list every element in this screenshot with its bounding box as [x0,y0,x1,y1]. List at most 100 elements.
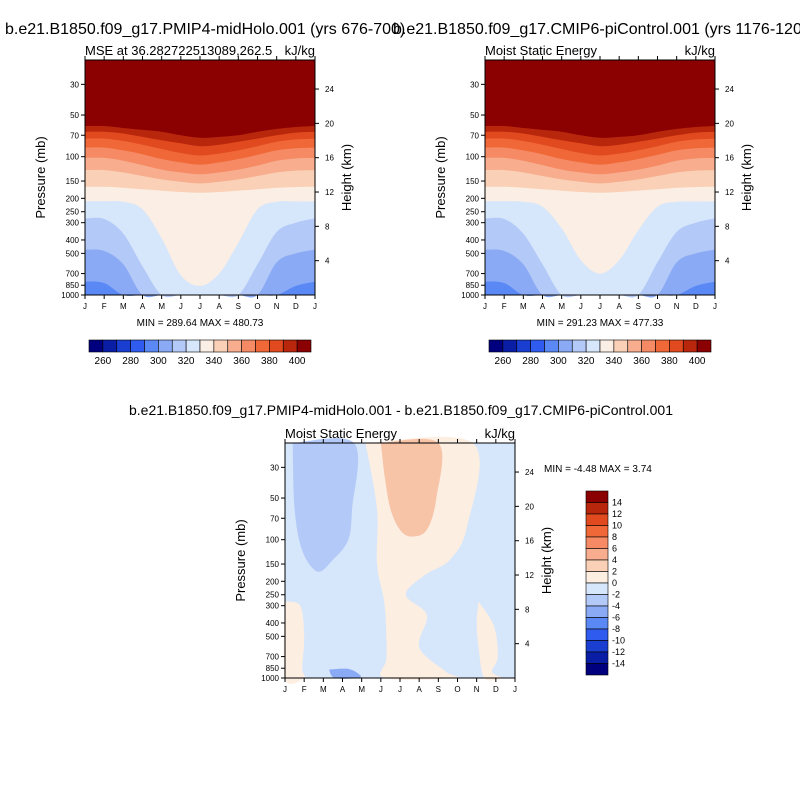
y-tick-label: 150 [266,560,280,569]
y-right-axis-label: Height (km) [539,527,554,594]
colorbar-swatch [585,490,609,503]
y-right-tick-label: 4 [525,640,530,649]
y-tick-label: 500 [266,632,280,641]
min-max-text: MIN = 289.64 MAX = 480.73 [137,318,264,329]
x-tick-label: J [179,302,183,311]
colorbar-swatch [558,339,573,353]
colorbar-swatch [227,339,242,353]
colorbar-swatch [269,339,284,353]
y-tick-label: 70 [70,131,79,140]
colorbar-swatch [158,339,173,353]
contour-plot-difference: J F M A M J J A S O N D J 30 50 70 100 150 200 250 300 400 500… [233,436,554,694]
panel-title: b.e21.B1850.f09_g17.PMIP4-midHolo.001 (y… [5,21,405,38]
panel-picontrol: b.e21.B1850.f09_g17.CMIP6-piControl.001 … [393,21,800,367]
y-axis-label: Pressure (mb) [33,136,48,218]
x-tick-label: S [236,302,241,311]
colorbar-picontrol: 260 280 300 320 340 360 380 400 [488,339,712,367]
colorbar-swatch [102,339,118,353]
y-right-tick-label: 12 [525,571,534,580]
colorbar-swatch [144,339,159,353]
colorbar-swatch [199,339,215,353]
y-right-axis-label: Height (km) [739,144,754,211]
colorbar-swatch [585,548,609,561]
y-tick-label: 700 [266,653,280,662]
colorbar-swatch [530,339,545,353]
x-tick-label: N [674,302,680,311]
x-tick-label: O [254,302,260,311]
y-tick-label: 1000 [461,291,479,300]
y-tick-label: 400 [266,619,280,628]
colorbar-swatch [213,339,229,353]
colorbar-label: 2 [612,567,617,577]
colorbar-swatch [296,339,312,353]
x-tick-label: A [216,302,222,311]
colorbar-label: 8 [612,532,617,542]
x-tick-label: D [693,302,699,311]
x-tick-label: F [302,685,307,694]
colorbar-label: 12 [612,509,622,519]
y-tick-label: 300 [66,219,80,228]
y-right-tick-label: 20 [325,119,334,128]
y-tick-label: 100 [266,536,280,545]
contour-region-negative-surface [329,668,361,679]
colorbar-label: 300 [150,356,167,367]
colorbar-label: 400 [289,356,306,367]
colorbar-label: 340 [206,356,223,367]
y-right-tick-label: 20 [725,119,734,128]
y-tick-label: 50 [70,111,79,120]
colorbar-swatch [641,339,656,353]
panel-subtitle: Moist Static Energy [485,43,597,58]
y-tick-label: 150 [66,177,80,186]
x-tick-label: N [474,685,480,694]
y-tick-label: 100 [66,153,80,162]
units-label: kJ/kg [685,43,715,58]
x-tick-label: M [120,302,127,311]
y-right-axis-label: Height (km) [339,144,354,211]
y-right-tick-label: 8 [325,222,330,231]
colorbar-swatch [585,628,609,641]
colorbar-swatch [585,582,609,595]
x-tick-label: J [579,302,583,311]
y-tick-label: 30 [270,463,279,472]
colorbar-swatch [585,513,609,526]
units-label: kJ/kg [485,426,515,441]
colorbar-swatch [585,571,609,584]
colorbar-label: -2 [612,590,620,600]
colorbar-label: 4 [612,555,617,565]
y-right-tick-label: 4 [325,257,330,266]
y-tick-label: 400 [466,236,480,245]
y-tick-label: 400 [66,236,80,245]
y-right-tick-label: 24 [325,85,334,94]
colorbar-swatch [585,594,609,607]
colorbar-swatch [516,339,531,353]
colorbar-swatch [669,339,684,353]
colorbar-swatch [613,339,629,353]
contour-region-positive-upper [380,438,443,537]
y-tick-label: 700 [466,270,480,279]
y-axis-label: Pressure (mb) [433,136,448,218]
y-right-tick-label: 24 [725,85,734,94]
x-tick-label: A [540,302,546,311]
colorbar-label: 280 [122,356,139,367]
colorbar-swatch [585,640,609,653]
colorbar-label: -6 [612,613,620,623]
colorbar-swatch [585,605,609,618]
colorbar-swatch [130,339,145,353]
colorbar-label: 360 [633,356,650,367]
y-tick-label: 700 [66,270,80,279]
y-tick-label: 300 [266,602,280,611]
colorbar-label: 260 [495,356,512,367]
y-tick-label: 300 [466,219,480,228]
y-tick-label: 500 [66,249,80,258]
y-tick-label: 250 [466,208,480,217]
x-tick-label: F [102,302,107,311]
x-tick-label: M [158,302,165,311]
contour-band-300 [485,281,715,296]
y-tick-label: 200 [466,194,480,203]
x-tick-label: M [320,685,327,694]
colorbar-swatch [585,502,609,515]
x-tick-label: J [483,302,487,311]
x-tick-label: M [558,302,565,311]
